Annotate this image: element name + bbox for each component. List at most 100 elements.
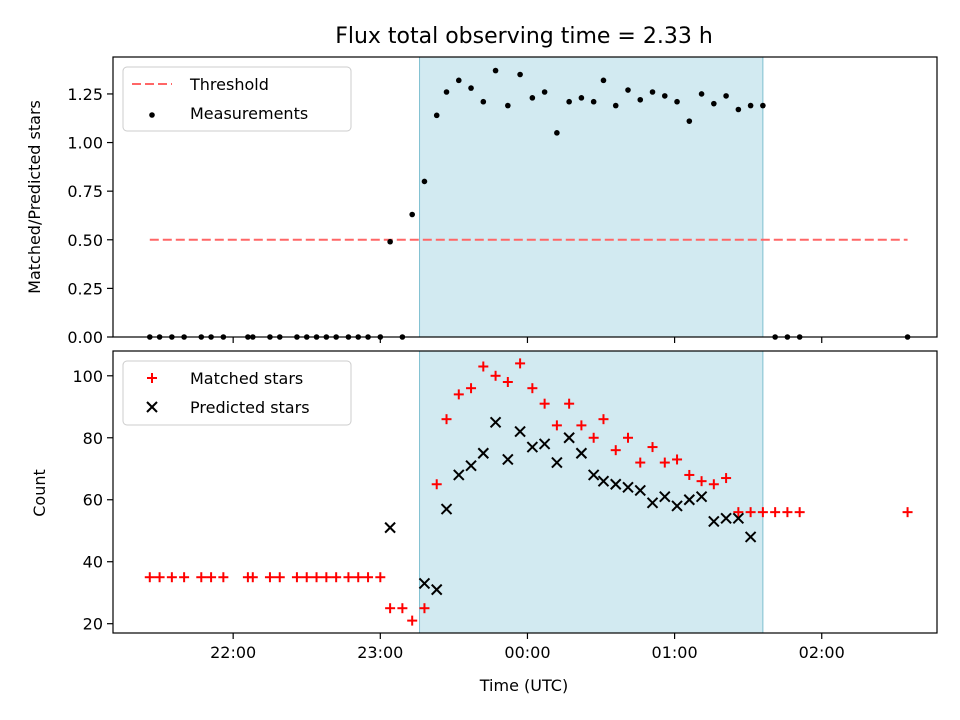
legend: Matched stars Predicted stars — [122, 360, 352, 426]
x-tick-label: 00:00 — [504, 643, 550, 662]
matched-star-point — [733, 507, 744, 518]
matched-star-point — [407, 615, 418, 626]
matched-star-point — [466, 383, 477, 394]
measurement-point — [612, 102, 619, 109]
measurement-point — [747, 102, 754, 109]
predicted-star-point — [708, 515, 720, 528]
matched-star-point — [696, 476, 707, 487]
matched-star-point — [527, 383, 538, 394]
x-stroke-b — [597, 475, 610, 487]
x-stroke-b — [610, 478, 622, 490]
matched-star-point — [564, 398, 575, 409]
predicted-star-point — [502, 453, 514, 466]
matched-star-point — [353, 572, 364, 583]
x-stroke-b — [695, 490, 708, 503]
predicted-star-point — [597, 475, 610, 487]
x-stroke-b — [587, 469, 600, 481]
measurement-point — [600, 77, 607, 84]
matched-star-point — [363, 572, 374, 583]
predicted-star-point — [477, 447, 490, 459]
measurement-point — [590, 98, 597, 105]
chart-title: Flux total observing time = 2.33 h — [335, 24, 713, 49]
x-stroke-b — [514, 425, 526, 438]
predicted-star-point — [622, 481, 634, 494]
predicted-star-point — [440, 503, 453, 515]
y-tick-label: 100 — [72, 367, 103, 386]
predicted-star-point — [610, 478, 622, 490]
matched-star-point — [375, 572, 386, 583]
measurement-point — [480, 98, 487, 105]
axes-frame — [112, 350, 938, 634]
matched-star-point — [635, 457, 646, 468]
y-tick-label: 40 — [83, 553, 103, 572]
matched-star-point — [770, 507, 781, 518]
x-stroke-b — [646, 497, 659, 509]
x-stroke-b — [634, 484, 646, 497]
bottom-y-axis-label: Count — [30, 469, 49, 517]
measurement-point — [443, 89, 450, 95]
measurement-point — [735, 106, 742, 113]
measurement-point — [455, 77, 462, 84]
x-stroke-b — [502, 453, 514, 466]
measurement-point — [554, 130, 560, 136]
x-stroke-b — [453, 469, 465, 481]
matched-star-point — [478, 361, 489, 372]
matched-star-point — [196, 572, 207, 583]
axes-frame — [112, 56, 938, 338]
plot-layer: 0.00 0.25 0.50 0.75 1.00 1.25 Threshold Measure… — [67, 56, 938, 662]
predicted-star-point — [732, 512, 745, 525]
x-stroke-b — [465, 459, 477, 472]
matched-star-point — [672, 454, 683, 465]
x-tick-label: 01:00 — [652, 643, 698, 662]
matched-star-point — [782, 507, 793, 518]
matched-star-point — [264, 572, 275, 583]
predicted-star-point — [431, 583, 443, 596]
measurement-point — [698, 91, 705, 97]
predicted-star-point — [538, 438, 551, 450]
measurement-point — [517, 71, 523, 78]
panel-ratio: 0.00 0.25 0.50 0.75 1.00 1.25 Threshold Measure… — [67, 56, 938, 347]
matched-star-point — [453, 389, 464, 400]
matched-star-point — [385, 603, 396, 614]
x-stroke-b — [732, 512, 745, 525]
x-stroke-b — [563, 432, 575, 444]
predicted-star-point — [453, 469, 465, 481]
predicted-star-point — [563, 432, 575, 444]
matched-star-point — [794, 507, 805, 518]
measurement-point — [529, 95, 536, 101]
predicted-star-point — [744, 531, 757, 543]
y-tick-label: 1.25 — [67, 85, 103, 104]
predicted-star-point — [514, 425, 526, 438]
measurement-point — [674, 98, 680, 105]
predicted-star-point — [695, 490, 708, 503]
matched-star-point — [659, 457, 670, 468]
matched-star-point — [598, 414, 609, 425]
x-stroke-b — [551, 456, 563, 469]
matched-star-point — [431, 479, 442, 490]
matched-star-point — [321, 572, 332, 583]
x-stroke-b — [526, 441, 539, 453]
matched-star-point — [757, 507, 768, 518]
x-stroke-b — [671, 500, 683, 512]
x-stroke-b — [440, 503, 453, 515]
measurement-point — [433, 112, 440, 119]
x-stroke-b — [538, 438, 551, 450]
predicted-star-point — [683, 494, 696, 506]
matched-star-point — [539, 398, 550, 409]
x-stroke-b — [575, 447, 588, 459]
y-tick-label: 0.50 — [67, 231, 103, 250]
measurement-point — [492, 67, 499, 74]
measurement-point — [711, 100, 717, 107]
matched-star-point — [154, 572, 165, 583]
predicted-star-point — [465, 459, 477, 472]
y-tick-label: 20 — [83, 615, 103, 634]
measurement-point — [578, 95, 585, 101]
matched-star-point — [301, 572, 312, 583]
measurement-point — [387, 238, 393, 245]
matched-star-point — [647, 442, 658, 453]
x-stroke-b — [744, 531, 757, 543]
x-stroke-b — [622, 481, 634, 494]
predicted-star-point — [720, 512, 732, 525]
matched-star-point — [902, 507, 913, 518]
legend-x-b — [146, 401, 158, 413]
